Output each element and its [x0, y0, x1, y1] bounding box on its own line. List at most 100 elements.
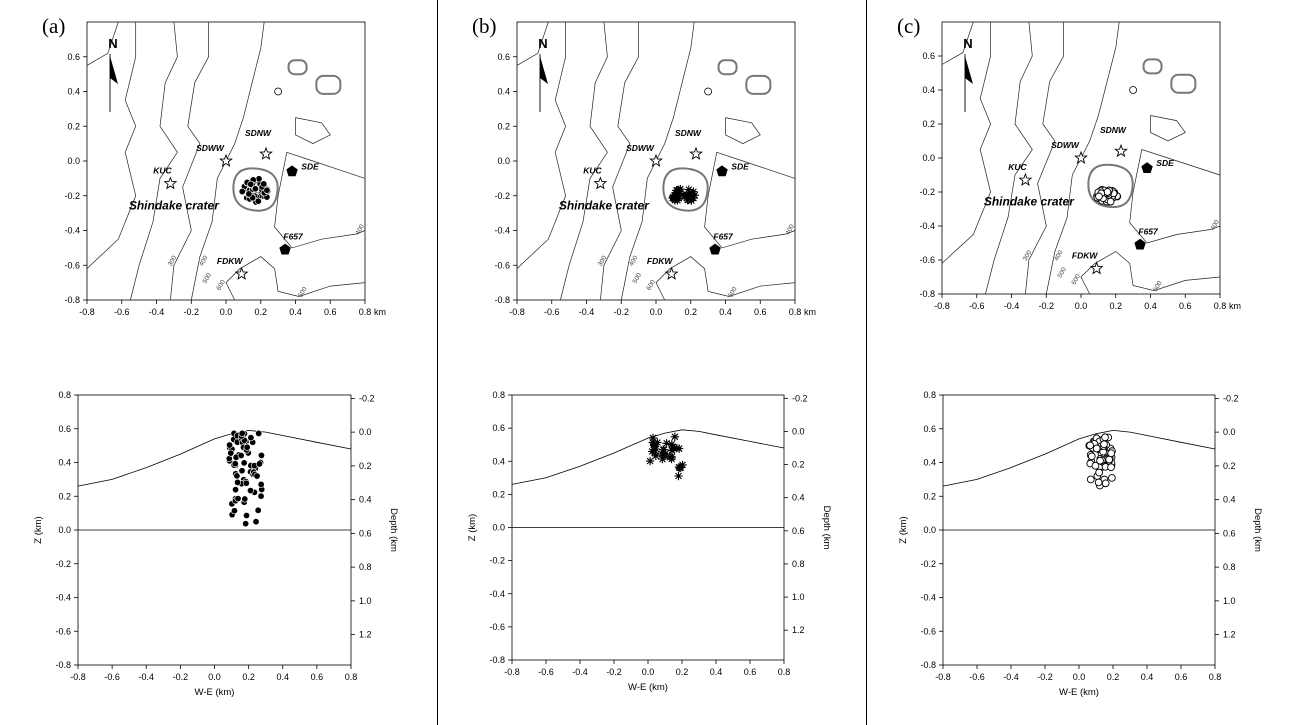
- contour-label: 500: [632, 272, 644, 285]
- station-label: SDE: [731, 161, 749, 171]
- y-tick-label: -0.8: [489, 655, 505, 665]
- north-label: N: [538, 36, 547, 51]
- section-plot: -0.8 -0.6 -0.4 -0.2 0.0 0.2 0.4 0.6 0.8 -0.8 -0.6 -…: [467, 390, 832, 693]
- depth-tick-label: 1.2: [359, 630, 372, 640]
- section-event-marker: [1091, 461, 1100, 470]
- section-event-marker: [651, 451, 660, 460]
- contour-label: 500: [1152, 280, 1164, 293]
- depth-tick-label: 0.2: [359, 461, 372, 471]
- depth-tick-label: 0.8: [359, 562, 372, 572]
- x-tick-label: -0.6: [969, 672, 985, 682]
- map-event-marker: [1095, 192, 1103, 201]
- section-event-marker: [1095, 468, 1103, 477]
- map-events: [668, 184, 699, 205]
- contour-line: [600, 22, 639, 301]
- y-tick-label: 0.8: [58, 390, 71, 400]
- contour-line: [516, 22, 566, 269]
- depth-tick-label: 0.0: [1223, 427, 1236, 437]
- section-event-marker: [676, 463, 685, 472]
- contour-line: [295, 117, 331, 144]
- x-tick-label: -0.4: [579, 307, 595, 317]
- contour-line: [655, 256, 796, 301]
- y-tick-label: 0.2: [922, 119, 935, 129]
- contour-line: [1045, 21, 1120, 295]
- x-unit-label: km: [374, 307, 386, 317]
- section-event-marker: [667, 446, 677, 455]
- x-tick-label: 0.0: [650, 307, 663, 317]
- y-tick-label: 0.2: [67, 121, 80, 131]
- section-event-marker: [648, 447, 657, 456]
- y-tick-label: -0.4: [64, 226, 80, 236]
- station-label: FDKW: [647, 256, 673, 266]
- section-event-marker: [1086, 475, 1095, 484]
- crater-rim: [662, 167, 709, 212]
- y-tick-label: -0.4: [494, 226, 510, 236]
- contour-label: 300: [167, 254, 179, 267]
- y-tick-label: -0.8: [64, 295, 80, 305]
- y-tick-label: -0.2: [55, 559, 71, 569]
- crater-rim: [1087, 163, 1134, 209]
- contour-line: [86, 22, 137, 269]
- y-tick-label: 0.6: [923, 424, 936, 434]
- topography-line: [77, 429, 352, 487]
- contour-line: [130, 21, 178, 301]
- north-arrow-icon: [540, 56, 548, 84]
- station-label: SDWW: [1051, 140, 1080, 150]
- section-event-marker: [257, 480, 265, 488]
- map-event-marker: [672, 186, 682, 195]
- section-event-marker: [255, 429, 263, 437]
- map-event-marker: [1106, 197, 1115, 206]
- section-event-marker: [242, 479, 250, 487]
- y-tick-label: -0.4: [919, 221, 935, 231]
- y-tick-label: -0.6: [55, 626, 71, 636]
- depth-tick-label: 0.6: [359, 528, 372, 538]
- depth-tick-label: 1.0: [1223, 596, 1236, 606]
- x-tick-label: -0.4: [1003, 672, 1019, 682]
- contour-line: [225, 256, 366, 301]
- y-tick-label: -0.8: [920, 660, 936, 670]
- y-tick-label: -0.8: [55, 660, 71, 670]
- map-event-marker: [687, 191, 697, 201]
- y-tick-label: -0.4: [920, 593, 936, 603]
- y-tick-label: 0.2: [923, 491, 936, 501]
- x-tick-label: 0.6: [754, 307, 767, 317]
- contour-line: [1150, 115, 1186, 142]
- y-tick-label: -0.6: [494, 260, 510, 270]
- station-marker: [279, 243, 291, 255]
- x-tick-label: -0.4: [149, 307, 165, 317]
- y-tick-label: 0.6: [497, 52, 510, 62]
- section-plot: -0.8 -0.6 -0.4 -0.2 0.0 0.2 0.4 0.6 0.8 -0.8 -0.6 -…: [33, 390, 399, 698]
- contour-label: 300: [597, 254, 609, 267]
- x-tick-label: 0.6: [744, 667, 757, 677]
- y-tick-label: -0.6: [920, 626, 936, 636]
- contour-label: 300: [1022, 249, 1034, 262]
- section-events: [225, 429, 266, 528]
- station-label: FDKW: [1072, 251, 1098, 261]
- section-event-marker: [674, 444, 684, 453]
- section-event-marker: [241, 495, 249, 503]
- section-event-marker: [653, 438, 662, 447]
- contour-label: 500: [202, 272, 214, 285]
- station-marker: [163, 176, 178, 190]
- x-tick-label: -0.8: [504, 667, 520, 677]
- x-tick-label: -0.6: [969, 301, 985, 311]
- section-events: [1085, 433, 1116, 490]
- x-tick-label: -0.8: [935, 672, 951, 682]
- x-tick-label: 0.4: [1144, 301, 1157, 311]
- hill-outline: [717, 59, 738, 76]
- y-tick-label: 0.4: [67, 87, 80, 97]
- station-label: SDE: [1156, 158, 1174, 168]
- x-tick-label: -0.8: [509, 307, 525, 317]
- section-event-marker: [670, 432, 680, 441]
- x-tick-label: 0.0: [208, 672, 221, 682]
- depth-tick-label: 0.4: [1223, 495, 1236, 505]
- section-event-marker: [230, 507, 238, 515]
- contour-label: 400: [198, 254, 210, 267]
- map-event-marker: [263, 186, 271, 194]
- y-tick-label: -0.4: [489, 589, 505, 599]
- x-tick-label: -0.8: [934, 301, 950, 311]
- map-event-marker: [689, 187, 698, 196]
- depth-tick-label: -0.2: [792, 393, 808, 403]
